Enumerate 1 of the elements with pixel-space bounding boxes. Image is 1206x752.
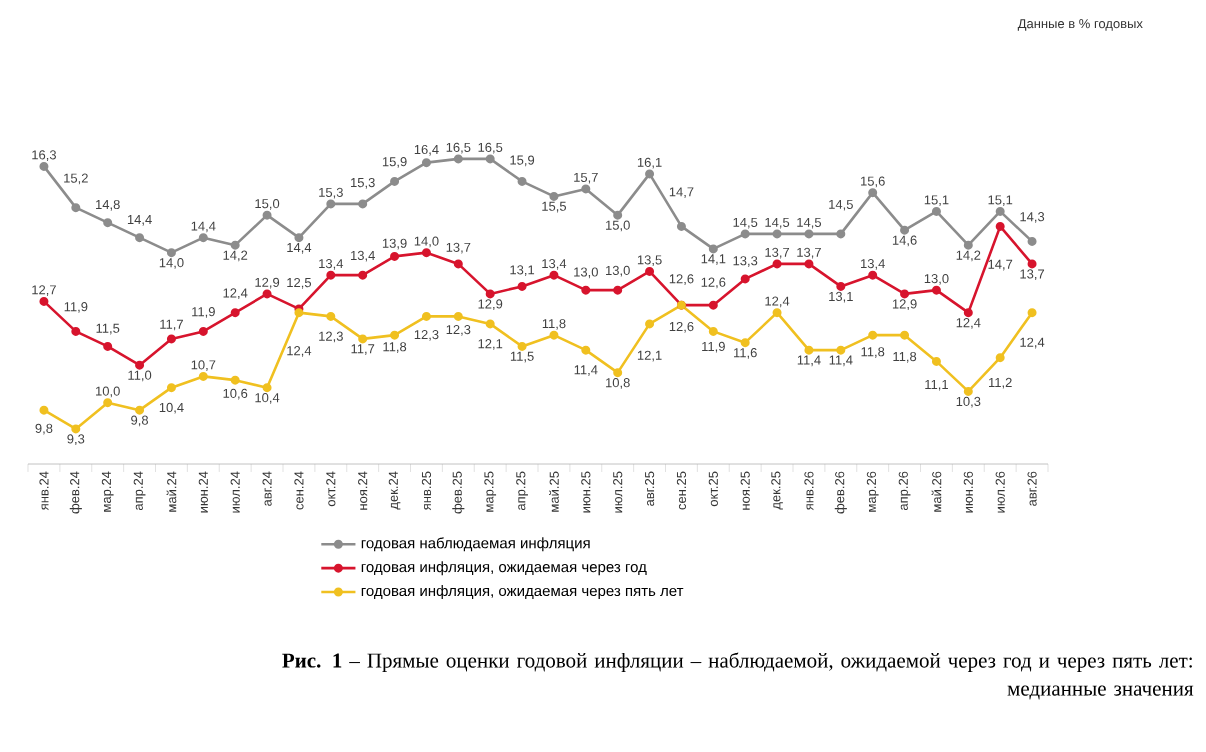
text: Рис. 1 – Прямые оценки годовой инфляции – наблюдаемой, ожидаемой через год и через пять лет: медианные значения bbox=[282, 652, 1194, 700]
